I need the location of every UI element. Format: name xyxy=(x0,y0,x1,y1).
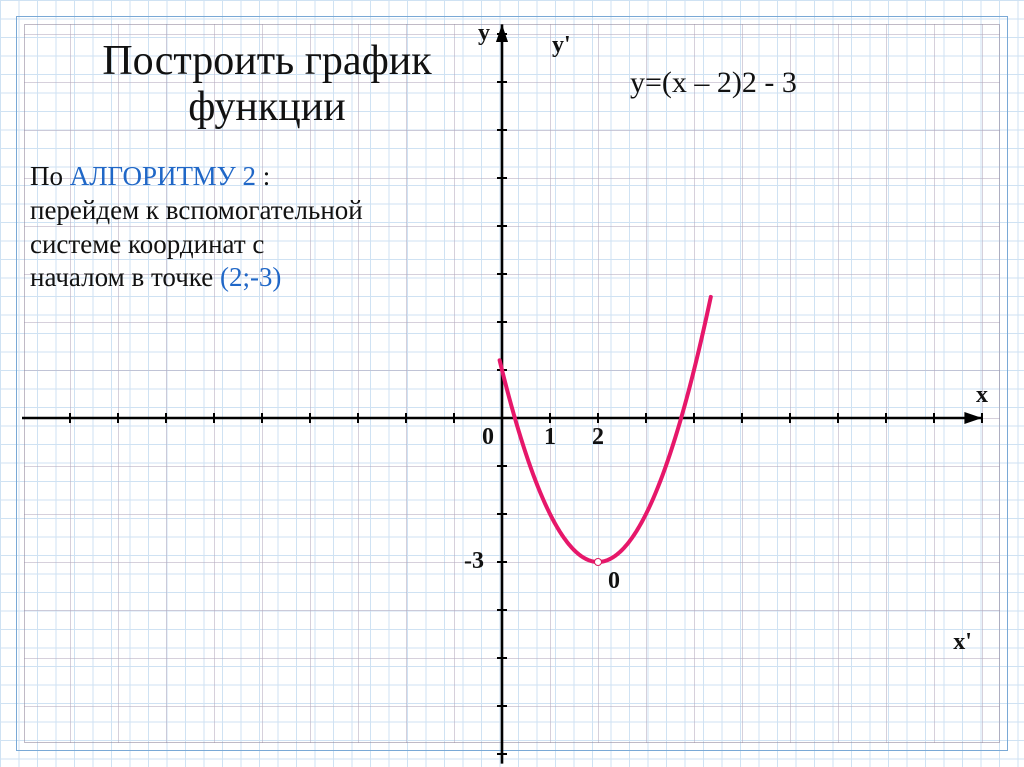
tick-label-y-neg3: -3 xyxy=(464,548,484,575)
x-prime-label: x' xyxy=(953,629,972,656)
tick-label-x1: 1 xyxy=(544,424,556,451)
y-axis-label: y xyxy=(478,20,490,47)
y-prime-label: y' xyxy=(552,32,571,59)
tick-label-x2: 2 xyxy=(592,424,604,451)
vertex-origin-label: 0 xyxy=(608,568,620,595)
origin-label: 0 xyxy=(482,424,494,451)
x-axis-label: x xyxy=(976,382,988,409)
vertex-marker xyxy=(594,558,602,566)
coordinate-plot xyxy=(0,0,1024,767)
